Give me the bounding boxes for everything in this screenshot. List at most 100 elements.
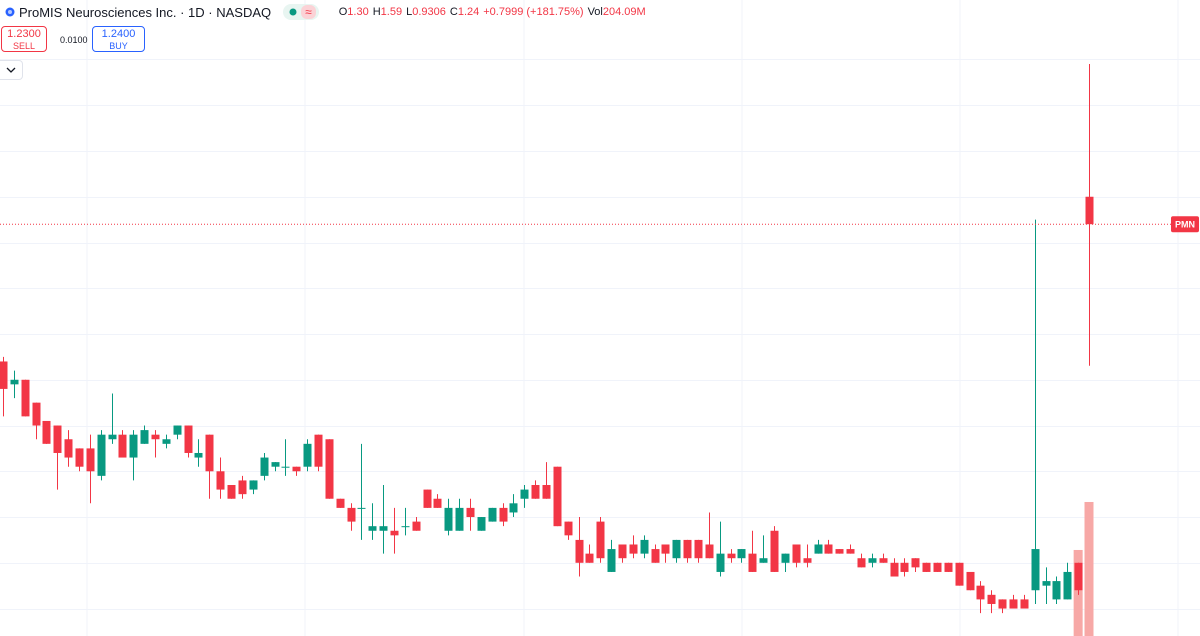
- candle-body: [575, 539, 584, 563]
- candle-body: [499, 507, 508, 522]
- change: +0.7999 (+181.75%): [483, 6, 584, 18]
- ohlc-item: O1.30: [339, 6, 369, 18]
- candle-body: [922, 562, 931, 572]
- candle-body: [879, 558, 888, 563]
- candle-body: [1009, 599, 1018, 609]
- candle-body: [933, 562, 942, 572]
- candle-body: [814, 544, 823, 554]
- chevron: [6, 67, 16, 73]
- candle-body: [10, 379, 19, 385]
- candle-body: [194, 452, 203, 458]
- candle-body: [379, 526, 388, 531]
- candle-body: [792, 544, 801, 563]
- market-dot: [289, 8, 297, 16]
- candle-body: [661, 544, 670, 554]
- volume-item: Vol204.09M: [588, 6, 646, 18]
- candle-body: [585, 553, 594, 563]
- candle-body: [205, 434, 214, 472]
- candle-body: [488, 507, 497, 522]
- candle-body: [281, 466, 290, 468]
- buy-price: 1.2400: [101, 28, 136, 40]
- sell-label: SELL: [12, 41, 36, 51]
- volume-bar: [1084, 501, 1094, 636]
- candle-body: [911, 558, 920, 568]
- candle-body: [0, 361, 8, 389]
- candle-body: [596, 521, 605, 559]
- candle-body: [53, 425, 62, 453]
- candle-body: [748, 553, 757, 572]
- candle-body: [97, 434, 106, 476]
- candle-body: [1052, 581, 1061, 600]
- candle-body: [727, 553, 736, 559]
- ohlc-values: O1.30 H1.59 L0.9306 C1.24 +0.7999 (+181.…: [339, 6, 650, 18]
- status-badge[interactable]: ≈: [283, 4, 319, 20]
- buy-label: BUY: [109, 41, 128, 51]
- legend-header: ProMIS Neurosciences Inc. · 1D · NASDAQ …: [0, 0, 650, 24]
- candle-body: [271, 462, 280, 467]
- candle-body: [1042, 581, 1051, 586]
- candle-body: [347, 507, 356, 522]
- candle-body: [672, 539, 681, 559]
- candle-body: [955, 562, 964, 586]
- volume-label: Vol: [587, 6, 603, 18]
- sell-button[interactable]: 1.2300 SELL: [1, 26, 47, 52]
- spread: 0.0100: [60, 35, 88, 45]
- candle-body: [423, 489, 432, 508]
- candle-body: [900, 562, 909, 572]
- candle-body: [433, 498, 442, 508]
- ohlc-label: O: [338, 6, 348, 18]
- ohlc-value: 1.59: [380, 6, 403, 18]
- collapse-button[interactable]: [0, 60, 23, 80]
- ohlc-item: L0.9306: [406, 6, 446, 18]
- ohlc-label: H: [372, 6, 381, 18]
- candle-body: [173, 425, 182, 435]
- candle-body: [32, 402, 41, 426]
- candle-body: [629, 544, 638, 554]
- candle-body: [64, 439, 73, 458]
- candle-body: [412, 521, 421, 531]
- candle-body: [21, 379, 30, 417]
- candle-body: [976, 585, 985, 600]
- candle-body: [118, 434, 127, 458]
- ohlc-label: C: [449, 6, 458, 18]
- candle-body: [1031, 549, 1040, 591]
- ohlc-value: 1.24: [457, 6, 480, 18]
- candle-body: [401, 526, 410, 528]
- candle-body: [325, 439, 334, 499]
- candle-body: [803, 558, 812, 563]
- candle-body: [336, 498, 345, 508]
- candle-body: [987, 594, 996, 604]
- price-line-label: PMN: [1175, 220, 1195, 230]
- candle-body: [162, 439, 171, 444]
- candle-body: [553, 466, 562, 527]
- buy-button[interactable]: 1.2400 BUY: [92, 26, 145, 52]
- candle-body: [129, 434, 138, 458]
- candle-body: [564, 521, 573, 536]
- symbol-title[interactable]: ProMIS Neurosciences Inc. · 1D · NASDAQ: [19, 4, 272, 20]
- candle-body: [292, 466, 301, 472]
- candle-body: [216, 471, 225, 490]
- candle-body: [759, 558, 768, 563]
- candle-body: [1074, 562, 1083, 591]
- candle-body: [42, 420, 51, 444]
- candle-body: [781, 553, 790, 563]
- ohlc-value: 0.9306: [412, 6, 446, 18]
- price-label-box: [1171, 216, 1199, 233]
- badge[interactable]: ≈: [301, 5, 316, 19]
- candle-body: [716, 553, 725, 572]
- candle-body: [477, 517, 486, 531]
- candle-body: [694, 539, 703, 559]
- candle-body: [857, 558, 866, 568]
- candle-body: [260, 457, 269, 476]
- candle-body: [466, 507, 475, 518]
- candle-body: [651, 549, 660, 563]
- candle-body: [1085, 196, 1094, 225]
- logo: [5, 7, 15, 17]
- candle-body: [140, 430, 149, 444]
- candle-body: [357, 507, 366, 509]
- candle-body: [705, 544, 714, 559]
- candle-body: [227, 485, 236, 499]
- candle-body: [184, 425, 193, 453]
- candle-body: [1020, 599, 1029, 609]
